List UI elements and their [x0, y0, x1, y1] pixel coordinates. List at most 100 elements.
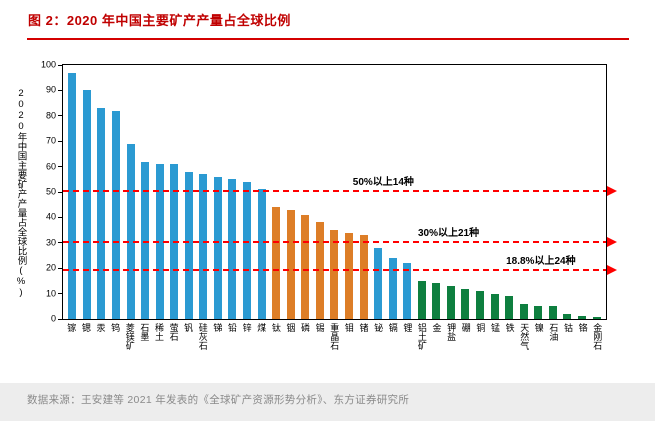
- y-tick-mark: [58, 191, 63, 193]
- bar-镓: [68, 72, 77, 319]
- refline-annotation: 50%以上14种: [352, 177, 414, 188]
- x-label-重晶石: 重晶石: [329, 323, 340, 350]
- refline-arrow-icon: [607, 236, 617, 247]
- x-label-石墨: 石墨: [139, 323, 150, 341]
- bars-layer: [63, 65, 606, 319]
- y-tick-label-100: 100: [40, 59, 56, 70]
- bar-铬: [577, 316, 586, 319]
- bar-煤: [257, 189, 266, 319]
- refline-arrow-icon: [607, 265, 617, 276]
- y-tick-mark: [58, 216, 63, 218]
- y-tick-label-80: 80: [45, 110, 56, 121]
- y-tick-label-40: 40: [45, 211, 56, 222]
- plot-area: 0 10 20 30 40 50 60 70 80 90 100 50%以上14种 30%以上21种 1…: [41, 60, 617, 323]
- x-label-锂: 锂: [402, 323, 413, 332]
- refline-30: [63, 236, 617, 247]
- x-label-锶: 锶: [80, 323, 91, 332]
- x-label-磷: 磷: [300, 323, 311, 332]
- x-label-石油: 石油: [548, 323, 559, 341]
- bar-锗: [359, 235, 368, 319]
- x-label-铜: 铜: [475, 323, 486, 332]
- bar-锂: [403, 263, 412, 319]
- x-label-镉: 镉: [387, 323, 398, 332]
- x-label-铬: 铬: [577, 323, 588, 332]
- refline-arrow-icon: [607, 186, 617, 196]
- refline-annotation: 18.8%以上24种: [506, 256, 576, 268]
- x-axis-labels: 镓锶汞钨菱镁矿 石墨 稀土 萤石钒硅灰石锑铅锌煤钛铟磷锡重晶石钼锗铋镉锂铝土矿金钾盐硼…: [62, 323, 607, 350]
- x-label-铝土矿: 铝土矿: [416, 323, 427, 350]
- y-axis-title: 2020年中国主要矿产产量占全球比例(%): [15, 88, 27, 298]
- y-tick-label-70: 70: [45, 135, 56, 146]
- x-label-镓: 镓: [66, 323, 77, 332]
- bar-铋: [374, 247, 383, 319]
- title-divider: [27, 38, 629, 40]
- data-source-note: 数据来源：王安建等 2021 年发表的《全球矿产资源形势分析》、东方证券研究所: [27, 394, 410, 406]
- bar-钴: [563, 313, 572, 319]
- y-tick-mark: [58, 318, 63, 320]
- x-label-钛: 钛: [270, 323, 281, 332]
- bar-金: [432, 283, 441, 319]
- bar-硼: [461, 288, 470, 319]
- x-label-锗: 锗: [358, 323, 369, 332]
- x-label-煤: 煤: [256, 323, 267, 332]
- bar-磷: [301, 214, 310, 319]
- x-label-金刚石: 金刚石: [592, 323, 603, 350]
- y-tick-label-20: 20: [45, 262, 56, 273]
- x-label-金: 金: [431, 323, 442, 332]
- x-label-锑: 锑: [212, 323, 223, 332]
- bar-钼: [344, 232, 353, 319]
- y-tick-label-30: 30: [45, 237, 56, 248]
- bar-铁: [505, 296, 514, 319]
- y-tick-mark: [58, 293, 63, 295]
- bar-铟: [286, 209, 295, 319]
- y-tick-label-10: 10: [45, 288, 56, 299]
- x-label-镍: 镍: [533, 323, 544, 332]
- y-tick-mark: [58, 140, 63, 142]
- x-label-铅: 铅: [227, 323, 237, 332]
- bar-锰: [490, 293, 499, 319]
- bar-镍: [534, 306, 543, 319]
- x-label-汞: 汞: [95, 323, 106, 332]
- bar-石墨: [141, 161, 150, 319]
- refline-annotation: 30%以上21种: [417, 227, 480, 239]
- y-tick-mark: [58, 267, 63, 269]
- bar-钛: [272, 207, 281, 319]
- x-label-硅灰石: 硅灰石: [197, 323, 208, 350]
- bar-汞: [97, 108, 106, 319]
- y-tick-label-0: 0: [50, 313, 56, 324]
- x-label-锡: 锡: [314, 323, 325, 332]
- x-label-钒: 钒: [183, 323, 194, 332]
- y-tick-label-90: 90: [45, 84, 56, 95]
- x-label-钼: 钼: [343, 323, 354, 332]
- x-label-铟: 铟: [285, 323, 296, 332]
- bar-锌: [243, 181, 252, 319]
- bar-天然气: [519, 303, 528, 319]
- bar-重晶石: [330, 230, 339, 319]
- bar-石油: [548, 306, 557, 319]
- y-tick-mark: [58, 64, 63, 66]
- bar-铝土矿: [417, 280, 426, 319]
- x-label-钨: 钨: [110, 323, 121, 332]
- x-label-硼: 硼: [460, 323, 471, 332]
- y-tick-label-50: 50: [45, 186, 56, 197]
- refline-18.8: [63, 265, 617, 276]
- footer-band: 数据来源：王安建等 2021 年发表的《全球矿产资源形势分析》、东方证券研究所: [0, 383, 655, 421]
- y-tick-label-60: 60: [45, 161, 56, 172]
- x-label-铋: 铋: [373, 323, 384, 332]
- x-label-铁: 铁: [504, 323, 515, 332]
- bar-菱镁矿: [126, 143, 135, 319]
- bar-铅: [228, 179, 237, 319]
- refline-50: [63, 186, 617, 196]
- y-tick-mark: [58, 166, 63, 168]
- y-tick-mark: [58, 115, 63, 117]
- bar-锶: [82, 90, 91, 319]
- x-label-钾盐: 钾盐: [446, 323, 457, 341]
- x-label-锰: 锰: [489, 323, 500, 332]
- x-label-天然气: 天然气: [519, 323, 530, 350]
- bar-铜: [476, 291, 485, 319]
- y-tick-mark: [58, 242, 63, 244]
- bar-钾盐: [446, 285, 455, 319]
- x-label-菱镁矿: 菱镁矿: [124, 323, 135, 350]
- x-label-钴: 钴: [563, 323, 574, 332]
